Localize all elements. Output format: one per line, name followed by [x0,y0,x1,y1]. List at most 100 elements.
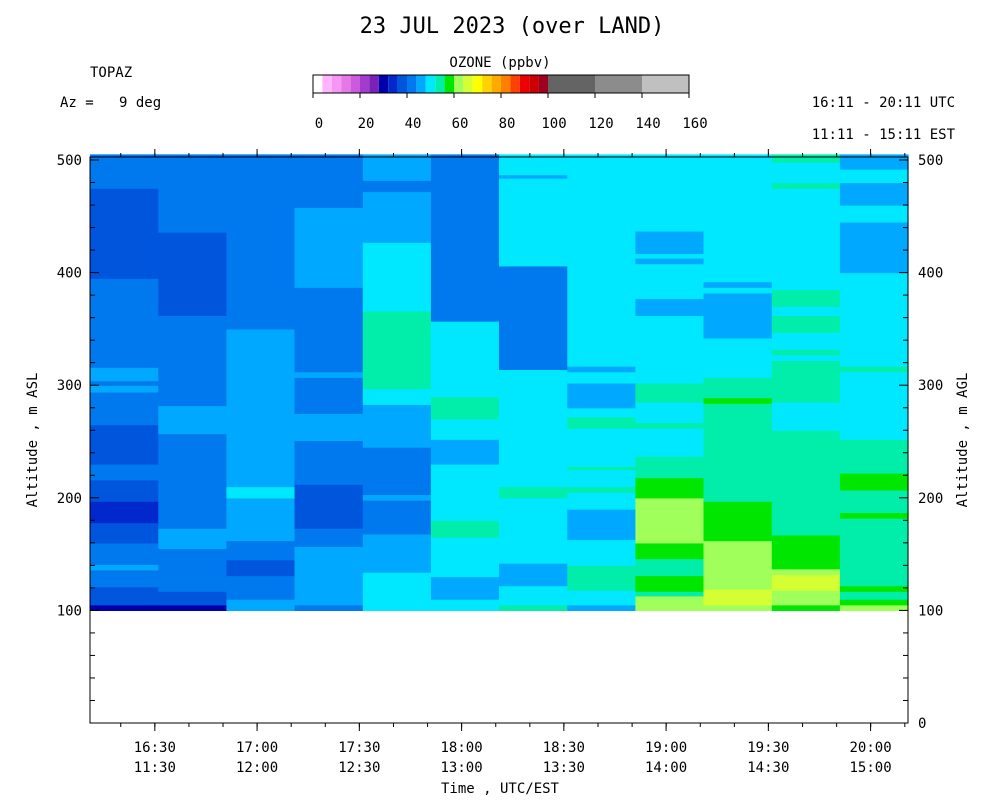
colorbar-bin-10 [407,75,417,93]
heatmap-cell [635,477,705,499]
colorbar-tick-label: 160 [682,116,707,132]
heatmap-cell [362,242,432,312]
heatmap-cell [839,182,909,206]
heatmap-cell [839,599,909,606]
y-right-tick-label: 200 [918,491,943,507]
heatmap-cell [294,583,364,592]
colorbar-bin-14 [444,75,454,93]
heatmap-cell [839,205,909,223]
heatmap-cell [567,416,637,429]
heatmap-cell [567,154,637,367]
colorbar-bin-11 [416,75,426,93]
colorbar-bin-17 [472,75,483,93]
heatmap-cell [430,154,500,322]
heatmap-cell [362,533,432,561]
heatmap-cell [703,403,773,502]
heatmap-cell [90,385,159,393]
y-left-tick-label: 400 [57,266,82,282]
heatmap-cell [635,497,705,544]
colorbar-bin-16 [463,75,473,93]
heatmap-cell [294,371,364,378]
heatmap-cell [567,407,637,418]
colorbar-bin-26 [595,75,642,93]
heatmap-cell [226,154,296,330]
heatmap-cell [771,604,841,611]
heatmap-cell [499,265,568,371]
heatmap-cell [771,188,841,291]
heatmap-cell [430,520,500,538]
y-right-tick-label: 0 [918,716,926,732]
colorbar-bin-21 [510,75,520,93]
heatmap-cell [771,332,841,350]
colorbar-bin-13 [435,75,445,93]
heatmap-cell [703,377,773,399]
heatmap-cell [226,540,296,561]
heatmap-cell [635,558,705,577]
colorbar-bin-2 [331,75,342,93]
heatmap-cell [771,306,841,316]
y-left-tick-label: 200 [57,491,82,507]
heatmap-cell [771,154,841,163]
heatmap-cell [635,402,705,423]
heatmap-cell [158,591,228,606]
heatmap-cell [158,405,228,435]
heatmap-cell [839,591,909,600]
x-tick-label-est: 12:30 [338,760,380,776]
heatmap-cell [703,397,773,404]
heatmap-cell [362,494,432,501]
heatmap-cell [567,590,637,606]
azimuth-label: Az = 9 deg [60,95,161,111]
colorbar-bin-15 [454,75,464,93]
x-axis-label: Time , UTC/EST [441,781,560,797]
heatmap-cell [839,221,909,274]
x-tick-label-utc: 20:00 [849,740,891,756]
heatmap-cell [362,500,432,535]
heatmap-cell [362,447,432,496]
heatmap-cell [839,439,909,474]
heatmap-cell [90,391,159,426]
x-tick-label-est: 14:30 [747,760,789,776]
heatmap-cell [499,585,568,606]
colorbar-tick-label: 120 [588,116,613,132]
colorbar-bin-20 [501,75,511,93]
heatmap-cell [430,576,500,600]
heatmap-cell [635,154,705,232]
heatmap-cell [90,424,159,465]
heatmap-cell [771,349,841,356]
x-tick-label-est: 12:00 [236,760,278,776]
x-tick-label-utc: 17:30 [338,740,380,756]
heatmap-cell [839,154,909,170]
heatmap-cell [635,298,705,316]
heatmap-cell [294,377,364,414]
heatmap-cell [839,169,909,184]
colorbar-tick-label: 140 [635,116,660,132]
heatmap-cell [771,182,841,189]
heatmap-cell [635,591,705,597]
colorbar-tick-label: 100 [541,116,566,132]
heatmap-cell [635,253,705,259]
heatmap-cell [430,418,500,440]
heatmap-cell [90,278,159,368]
heatmap-cell [90,464,159,481]
x-tick-label-est: 14:00 [645,760,687,776]
heatmap-cell [430,599,500,611]
colorbar-bin-6 [369,75,379,93]
heatmap-cell [499,154,568,176]
heatmap-cell [635,315,705,384]
heatmap-cell [294,154,364,201]
heatmap-cell [90,569,159,588]
heatmap-cell [499,563,568,587]
colorbar [312,74,690,94]
est-range-label: 11:11 - 15:11 EST [812,127,956,143]
heatmap-cell [430,439,500,465]
heatmap-cell [90,564,159,571]
heatmap-cell [703,337,773,378]
heatmap-cell [499,497,568,564]
heatmap-cell [226,328,296,488]
heatmap-cell [430,537,500,578]
heatmap-cell [294,207,364,288]
heatmap-cell [90,188,159,279]
x-tick-label-utc: 19:00 [645,740,687,756]
heatmap-cell [839,585,909,592]
